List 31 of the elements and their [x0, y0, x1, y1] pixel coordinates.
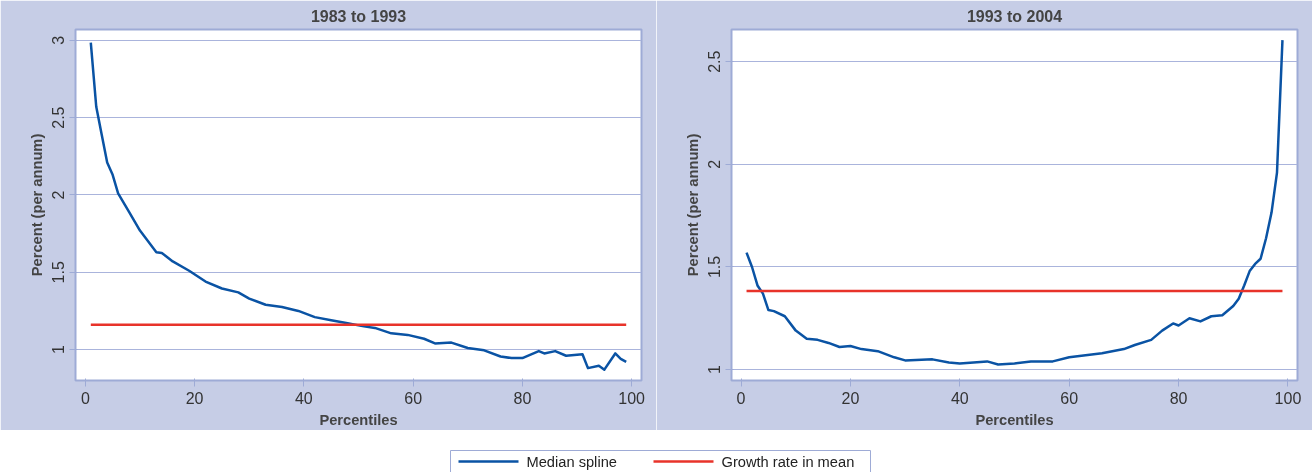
y-tick-label: 2.5 [706, 50, 724, 73]
y-tick-label: 1 [50, 345, 68, 355]
x-tick-label: 0 [80, 389, 90, 407]
y-tick-label: 1.5 [706, 255, 724, 279]
x-tick-label: 80 [513, 389, 532, 407]
legend-label: Growth rate in mean [721, 453, 855, 470]
y-tick-label: 1 [706, 365, 724, 375]
y-axis-title: Percent (per annum) [684, 133, 701, 277]
legend-label: Median spline [526, 453, 617, 470]
line-series [745, 38, 1284, 366]
x-tick-label: 40 [294, 389, 313, 407]
x-tick-label: 80 [1169, 389, 1188, 407]
x-axis-title: Percentiles [975, 411, 1054, 428]
y-tick-label: 2 [50, 190, 68, 200]
x-tick-label: 40 [950, 389, 969, 407]
chart-title: 1983 to 1993 [310, 7, 407, 25]
y-tick-label: 3 [50, 35, 68, 45]
chart-title: 1993 to 2004 [966, 7, 1063, 25]
x-tick-label: 20 [185, 389, 204, 407]
x-tick-label: 60 [404, 389, 423, 407]
y-tick-label: 1.5 [50, 261, 68, 284]
y-axis-title: Percent (per annum) [28, 133, 45, 277]
x-tick-label: 20 [841, 389, 860, 407]
x-tick-label: 0 [736, 389, 746, 407]
x-tick-label: 100 [618, 389, 646, 407]
y-tick-label: 2 [706, 159, 724, 169]
x-axis-title: Percentiles [319, 411, 398, 428]
y-tick-label: 2.5 [50, 106, 68, 129]
x-tick-label: 100 [1274, 389, 1302, 407]
x-tick-label: 60 [1060, 389, 1079, 407]
line-series [89, 41, 628, 371]
